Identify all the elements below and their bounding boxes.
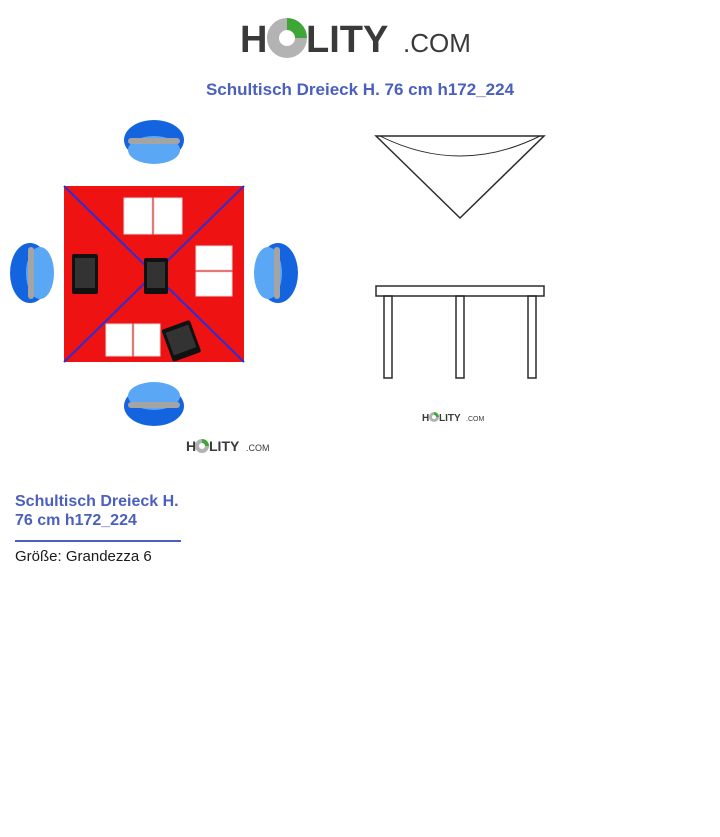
triangle-top-outline-icon (376, 136, 544, 218)
side-elevation-icon (376, 286, 544, 378)
product-image-linedrawing (370, 118, 550, 398)
wm2-lity: LITY (439, 413, 461, 424)
wm-o-icon (197, 441, 207, 451)
page-title: Schultisch Dreieck H. 76 cm h172_224 (206, 80, 514, 100)
brand-letter-h: H (240, 19, 267, 61)
wm-h: H (186, 438, 196, 454)
brand-watermark-left: H LITY .COM (186, 436, 284, 461)
product-image-configuration (6, 118, 302, 428)
brand-o-icon (273, 24, 301, 52)
brand-text-com: .COM (403, 28, 471, 58)
chair-top-icon (124, 120, 184, 164)
chair-bottom-icon (124, 382, 184, 426)
tablet-left-icon (72, 254, 98, 294)
wm-lity: LITY (209, 438, 240, 454)
triangle-curve-icon (380, 136, 540, 156)
wm2-h: H (422, 413, 429, 424)
brand-logo-main: H LITY .COM (240, 12, 480, 71)
tablet-center-icon (144, 258, 168, 294)
chair-left-icon (10, 243, 54, 303)
brand-logo-svg: H LITY .COM (240, 12, 480, 66)
product-linedrawing-svg (370, 118, 550, 398)
brand-text-lity: LITY (306, 19, 388, 61)
wm-com: .COM (246, 443, 270, 453)
wm2-com: .COM (466, 416, 484, 423)
product-subtitle: Schultisch Dreieck H. 76 cm h172_224 (15, 492, 185, 530)
divider-line (15, 540, 181, 542)
chair-right-icon (254, 243, 298, 303)
product-config-svg (6, 118, 302, 428)
spec-size: Größe: Grandezza 6 (15, 548, 152, 565)
wm2-o-icon (431, 414, 438, 421)
brand-watermark-right: H LITY .COM (422, 410, 500, 431)
